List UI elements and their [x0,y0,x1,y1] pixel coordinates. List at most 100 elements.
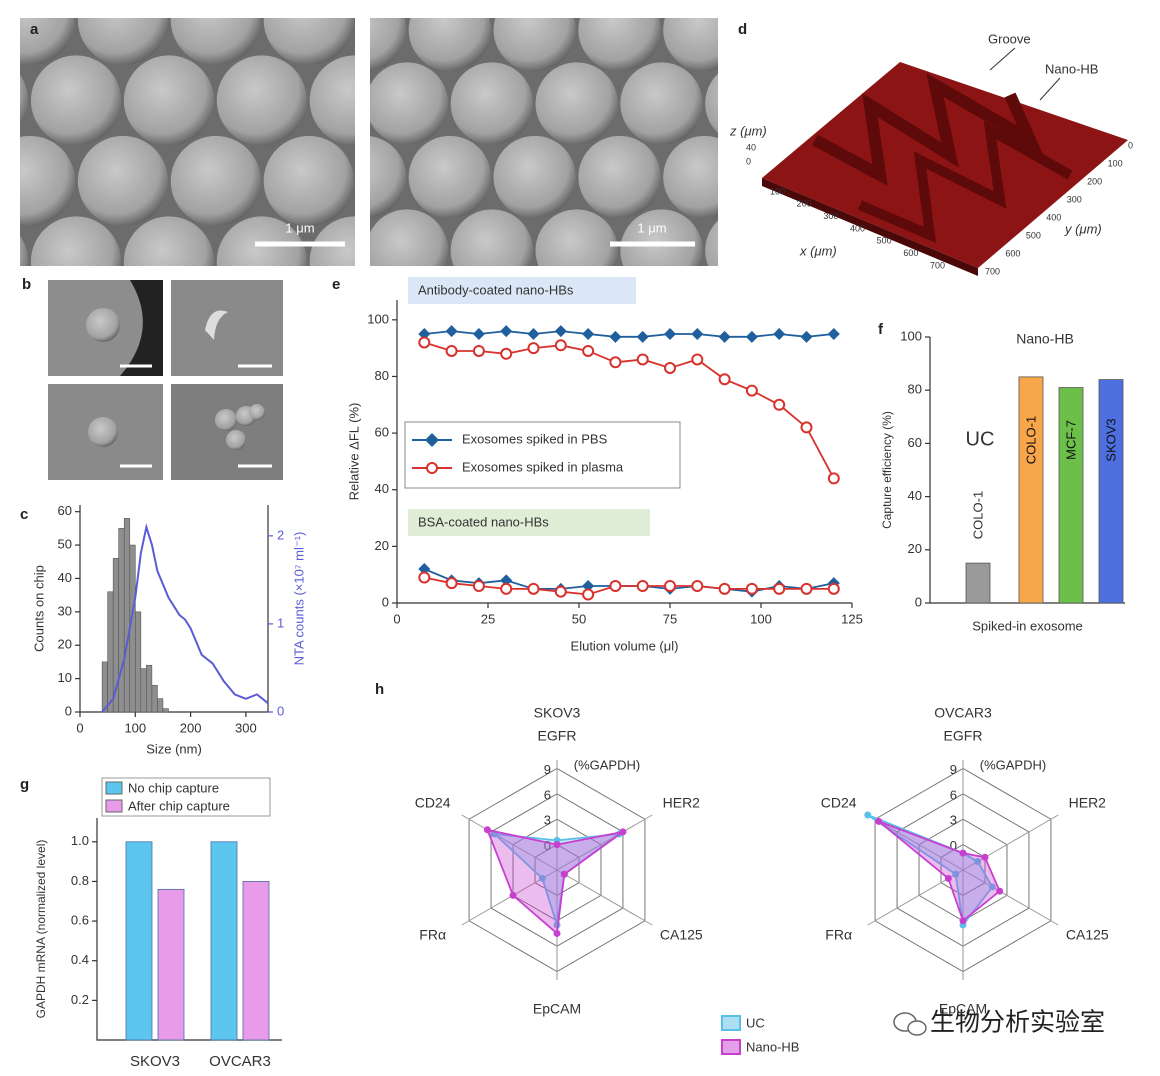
bar [1018,376,1044,604]
x-tick-label: 50 [572,611,586,626]
sphere [370,18,407,71]
exosome [88,417,118,447]
marker [718,373,731,386]
legend-swatch [105,799,123,813]
panel-label: g [20,776,29,793]
sphere [663,135,718,219]
sphere [216,216,307,266]
marker [445,325,458,338]
group-label: BSA-coated nano-HBs [418,514,549,529]
histogram-bar [101,661,108,713]
unit-label: (%GAPDH) [574,757,640,772]
marker [691,353,704,366]
exosome [205,310,228,340]
sem-image [171,280,283,376]
bar-category-label: MCF-7 [1063,420,1078,460]
sphere [20,135,76,227]
marker [664,361,676,374]
marker [582,327,595,340]
bar [125,841,153,1041]
y-tick-label: 50 [58,537,72,552]
marker [745,384,758,397]
histogram-bar [151,684,158,713]
exosome [249,404,265,420]
x-tick-label: 75 [663,611,677,626]
sphere [535,209,618,266]
tick-label-3d: 400 [850,223,865,233]
marker [959,917,967,925]
x-tick-label: 200 [180,720,202,735]
legend-label: Nano-HB [746,1039,799,1054]
tick-label-3d: 700 [985,266,1000,276]
tick-label-3d: 100 [770,186,785,196]
sphere [620,209,703,266]
marker [500,347,513,360]
spoke [962,869,1059,926]
y2-axis-label: NTA counts (×10⁷ ml⁻¹) [291,532,306,666]
groove [858,120,1073,244]
tick-label-3d: 500 [877,236,892,246]
marker [827,582,840,595]
sphere [263,135,354,227]
watermark-icon [893,1012,927,1036]
y-tick-label: 20 [58,637,72,652]
axis-ticks-3d: 1002003004005006007000100200300400500600… [746,140,1133,276]
y-tick-label: 80 [908,382,922,397]
group-label-box [408,509,650,536]
marker [827,327,840,340]
tick-label-3d: 600 [1005,248,1020,258]
sphere [663,18,718,72]
marker [974,858,982,866]
legend-label: Exosomes spiked in plasma [462,459,624,474]
axis-label: CA125 [660,927,703,943]
marker [718,582,731,595]
y-tick-label: 1.0 [71,833,89,848]
histogram-bar [157,698,164,713]
marker [472,344,485,357]
sphere [20,18,76,66]
axis-label: y (μm) [1064,221,1102,236]
bar [242,881,270,1041]
axis-label: CA125 [1066,927,1109,943]
marker [560,870,568,878]
tick-label-3d: 300 [1067,194,1082,204]
x-tick-label: 300 [235,720,257,735]
r-tick-label: 9 [544,762,551,777]
panel-label: c [20,506,28,523]
histogram-bar [146,664,153,713]
sphere [263,18,354,66]
marker [553,841,561,849]
x-tick-label: 0 [393,611,400,626]
tick-label-3d: 0 [1128,140,1133,150]
bar [1058,387,1084,604]
legend-swatch [721,1039,741,1055]
marker [445,344,458,357]
axis-label: EGFR [538,728,577,744]
panel-label: d [738,21,747,38]
r-tick-label: 3 [544,813,551,828]
marker [472,580,485,593]
sem-spheres [370,18,718,266]
marker [609,356,622,369]
axis-label: EpCAM [939,1001,987,1017]
axis-label: CD24 [821,795,857,811]
y-tick-label: 60 [58,503,72,518]
axis-label: FRα [419,927,446,943]
y-tick-label: 100 [900,328,922,343]
marker [773,582,786,595]
bar [1098,379,1124,604]
y-tick-label: 100 [367,311,389,326]
marker [773,327,786,340]
sphere [450,209,533,266]
axis-line [79,505,269,713]
marker [664,327,676,340]
r-tick-label: 6 [544,787,551,802]
surface-side [762,178,978,276]
tick-label-3d: 200 [1087,176,1102,186]
series-line [424,576,834,596]
x-tick-label: 125 [841,611,863,626]
panel-label: f [878,321,884,338]
bar-category-label: SKOV3 [1103,418,1118,461]
y-tick-label: 40 [375,481,389,496]
